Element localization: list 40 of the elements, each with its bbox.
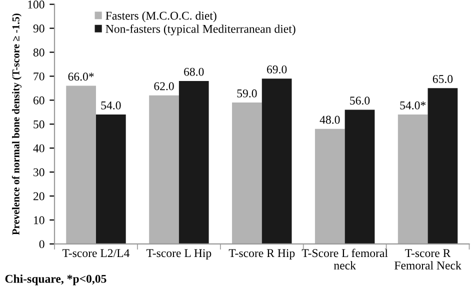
y-tick-label: 90 [33, 24, 44, 32]
x-tick-label: T-score R Femoral Neck [394, 249, 462, 270]
x-tick-label: T-Score L femoral neck [302, 248, 388, 270]
y-tick-label: 20 [34, 192, 44, 200]
data-label: 59.0 [237, 89, 257, 98]
data-label: 62.0 [154, 82, 174, 90]
data-label: 69.0 [266, 65, 287, 74]
bar [66, 86, 96, 244]
bar [344, 110, 375, 244]
text: Chi-square, *p<0,05 [5, 274, 106, 286]
y-tick-label: 40 [33, 144, 44, 152]
x-tick-label: T-score L Hip [146, 249, 212, 260]
bar [96, 114, 126, 244]
bar [398, 114, 428, 244]
y-tick-label: 30 [34, 168, 44, 176]
y-tick-label: 10 [34, 216, 44, 224]
y-tick-label: 70 [34, 72, 44, 80]
x-tick-label: T-score L2/L4 [62, 249, 130, 258]
bar [428, 88, 458, 244]
bar [262, 78, 292, 244]
data-label: 54.0* [400, 101, 426, 110]
legend-label: Fasters (M.C.O.C. diet) [106, 11, 216, 22]
bar [314, 128, 345, 244]
y-axis-title: Prevelence of normal bone density (T-score ≥ -1.5) [12, 14, 22, 235]
y-tick-label: 60 [33, 96, 44, 104]
legend-label: Non-fasters (typical Mediterranean diet) [106, 24, 296, 36]
x-tick-label: T-score R Hip [228, 249, 295, 260]
data-label: 68.0 [184, 68, 204, 76]
data-label: 66.0* [68, 72, 94, 81]
y-tick-label: 80 [33, 48, 44, 56]
data-label: 65.0 [432, 75, 453, 84]
data-label: 56.0 [350, 96, 370, 105]
bar [232, 102, 262, 244]
bar [149, 95, 179, 244]
data-label: 48.0 [320, 116, 340, 124]
y-tick-label: 100 [28, 0, 44, 9]
y-tick-label: 0 [39, 240, 44, 248]
bar [178, 80, 209, 244]
data-label: 54.0 [101, 101, 121, 110]
y-tick-label: 50 [34, 120, 44, 128]
